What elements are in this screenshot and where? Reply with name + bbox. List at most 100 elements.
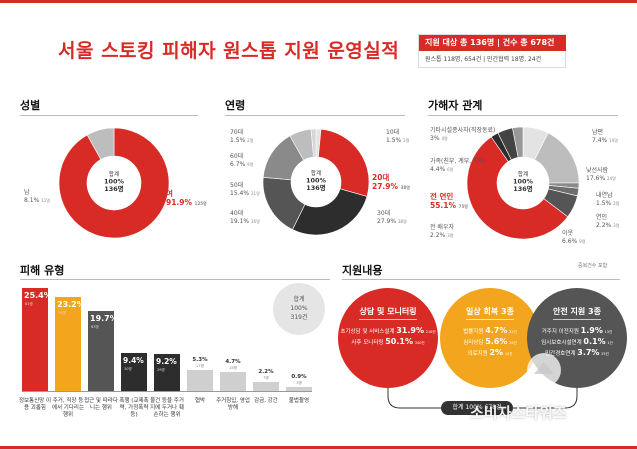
top-rule [0,0,637,3]
section-rule [225,115,405,116]
slice-pct: 2.2% [430,232,446,239]
slice-pct: 6.6% [562,238,578,245]
bar-axis [22,391,312,392]
bar-count-label: 7명 [263,376,269,381]
bar-value-label: 4.7% [225,358,241,365]
row-label: 초기상담 및 서비스설계 [340,329,395,335]
slice-pct: 4.4% [430,166,446,173]
bar-category-label: 접근 및 따라다니는 행위 [84,398,118,411]
rel-label-ex-spouse: 전 배우자 2.2% 3명 [430,224,454,240]
bar-value-label: 9.4% [123,355,144,365]
circle-row: 심리상담 5.6% 38건 [440,337,540,346]
duplicate-note: 중복건수 포함 [578,263,608,269]
age-label-60: 60대 6.7% 9명 [230,153,253,169]
badge-totals: 지원 대상 총 136명 | 건수 총 678건 [419,35,566,51]
slice-label: 30대 [377,210,391,217]
section-title-gender: 성별 [20,99,41,112]
section-title-support: 지원내용 [342,264,383,277]
slice-pct: 27.9% [372,182,399,191]
slice-count: 38명 [397,219,407,224]
gender-label-female: 여 91.9% 125명 [166,189,207,208]
bar [220,371,246,391]
row-pct: 2% [489,348,504,357]
bar [121,352,147,391]
summary-badge: 지원 대상 총 136명 | 건수 총 678건 원스톱 118명, 654건 … [418,34,566,68]
bar [88,311,114,391]
donut-center-text: 합계 [109,170,119,178]
bar-category-label: 협박 [194,398,206,404]
slice-count: 125명 [194,201,207,206]
bar [187,369,213,391]
bar-value-label: 23.2% [57,299,85,309]
age-label-40: 40대 19.1% 26명 [230,210,260,226]
circle-row: 의료지원 2% 14건 [440,348,540,357]
circle-row: 임시보호시설연계 0.1% 1건 [527,337,627,346]
slice-pct: 91.9% [166,198,193,207]
slice-pct: 15.4% [230,190,250,197]
gender-label-male: 남 8.1% 11명 [24,189,50,205]
section-rule [342,279,620,280]
section-rule [20,279,330,280]
circle-title: 일상 회복 3종 [466,306,514,320]
slice-count: 21명 [250,191,260,196]
donut-center-text: 100% [306,176,327,184]
bar [55,296,81,391]
row-pct: 5.6% [485,337,508,346]
circle-row: 법률지원 4.7% 32건 [440,326,540,335]
section-title-damage: 피해 유형 [20,264,65,277]
rel-label-neighbor: 이웃 6.6% 9명 [562,230,585,246]
slice-count: 2명 [247,138,254,143]
slice-count: 75명 [458,204,468,209]
slice-pct: 27.9% [377,218,397,225]
watermark: 소비자스타워즈 [470,404,567,422]
slice-pct: 6.7% [230,161,246,168]
age-label-20: 20대 27.9% 38명 [372,173,410,192]
row-pct: 1.9% [580,326,603,335]
row-count: 1건 [607,341,613,345]
donut-center-text: 100% [513,177,534,185]
bar-category-label: 감금, 강간 [254,398,278,404]
slice-label: 여 [166,189,173,198]
circle-row: 초기상담 및 서비스설계 31.9% 216건 [338,326,438,335]
watermark-logo-icon [527,353,561,387]
bar-count-label: 3명 [296,381,302,386]
donut-hole [87,156,141,210]
section-rule [20,115,198,116]
slice-pct: 1.5% [596,200,612,207]
rel-label-family: 가족(친부, 계부, 자매) 4.4% 6명 [430,158,486,174]
row-label: 민간경호연계 [545,351,576,357]
donut-center-text: 100% [104,177,125,185]
badge-breakdown: 원스톱 118명, 654건 | 민간협력 18명, 24건 [425,56,542,63]
row-label: 임시보호시설연계 [541,340,582,346]
slice-count: 26명 [250,219,260,224]
bar [22,288,48,391]
total-count: 319건 [290,314,308,321]
donut-center-text: 136명 [104,184,124,193]
donut-center-text: 합계 [311,169,321,177]
bar-count-label: 63명 [91,325,99,330]
row-pct: 0.1% [583,337,606,346]
bar-value-label: 0.9% [291,374,307,381]
bar-value-label: 19.7% [90,314,118,324]
bar-count-label: 74명 [58,310,66,315]
slice-pct: 1.5% [386,137,402,144]
slice-pct: 19.1% [230,218,250,225]
circle-title: 안전 지원 3종 [553,306,601,320]
page-title: 서울 스토킹 피해자 원스톱 지원 운영실적 [58,40,400,62]
slice-label: 50대 [230,182,244,189]
rel-label-husband: 남편 7.4% 10명 [592,129,618,145]
slice-count: 10명 [609,138,618,143]
donut-hole [497,157,549,209]
section-title-age: 연령 [225,99,246,112]
rel-label-lover: 연인 2.2% 3명 [596,214,619,230]
slice-label: 전 배우자 [430,224,454,231]
donut-center-text: 136명 [513,184,533,193]
slice-count: 3명 [447,233,454,238]
slice-label: 기타시설종사자(직장동료) [430,127,496,134]
row-count: 25건 [601,352,609,356]
slice-count: 3명 [613,223,620,228]
donut-center-text: 136명 [306,183,326,192]
slice-label: 10대 [386,129,400,136]
bar-category-label: 주거침입, 영업방해 [216,398,250,411]
